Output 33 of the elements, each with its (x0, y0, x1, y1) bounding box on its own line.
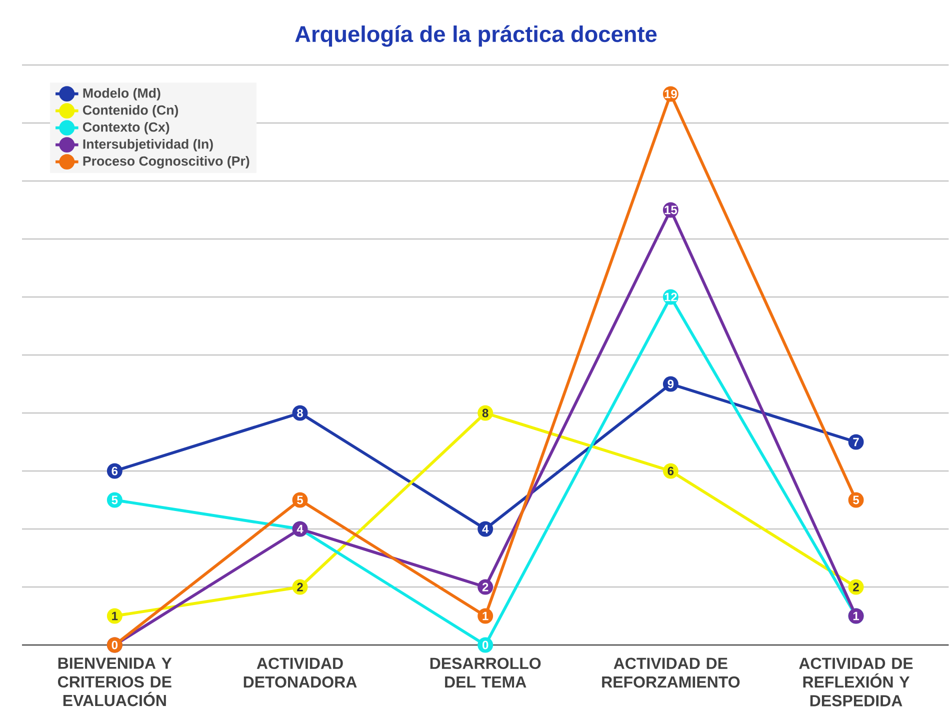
data-label: 8 (482, 408, 488, 418)
data-label: 4 (296, 524, 304, 534)
chart-title: Arquelogía de la práctica docente (295, 25, 657, 47)
legend-label: Intersubjetividad (In) (83, 138, 213, 152)
legend-label: Modelo (Md) (83, 88, 160, 100)
data-label: 9 (668, 380, 674, 388)
data-label: 5 (297, 496, 304, 504)
data-label: 4 (482, 524, 489, 534)
x-tick-label: DESARROLLO DEL TEMA (430, 658, 541, 688)
data-label: 0 (112, 640, 118, 650)
legend-label: Contexto (Cx) (82, 122, 170, 134)
legend-label: Contenido (Cn) (82, 104, 178, 118)
data-label: 8 (297, 408, 303, 418)
data-label: 1 (853, 612, 860, 620)
data-label: 5 (112, 496, 118, 504)
x-tick-label: BIENVENIDA Y CRITERIOS DE EVALUACIÓN (58, 658, 172, 706)
data-label: 12 (664, 292, 677, 302)
data-label: 5 (853, 496, 860, 504)
data-label: 15 (664, 206, 678, 214)
data-label: 1 (482, 612, 488, 620)
data-label: 19 (664, 90, 677, 98)
data-label: 2 (482, 582, 488, 592)
x-tick-label: ACTIVIDAD DE REFLEXIÓN Y DESPEDIDA (799, 658, 913, 706)
data-label: 1 (112, 612, 118, 620)
legend-label: Proceso Cognoscitivo (Pr) (83, 156, 250, 168)
data-label: 0 (482, 640, 488, 650)
data-label: 2 (853, 582, 859, 592)
x-tick-label: ACTIVIDAD DE REFORZAMIENTO (602, 658, 740, 688)
x-tick-label: ACTIVIDAD DETONADORA (244, 658, 357, 688)
data-label: 7 (853, 438, 859, 446)
data-label: 6 (112, 466, 118, 476)
data-label: 6 (668, 466, 674, 476)
data-label: 2 (297, 582, 303, 592)
